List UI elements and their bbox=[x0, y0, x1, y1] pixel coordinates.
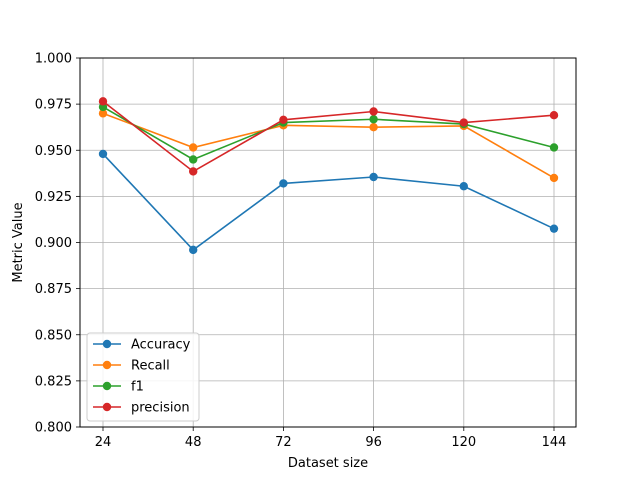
series-layer bbox=[98, 97, 559, 255]
x-axis-label: Dataset size bbox=[288, 456, 368, 471]
y-tick-label: 0.975 bbox=[35, 98, 72, 113]
y-tick-label: 0.825 bbox=[35, 374, 72, 389]
legend-marker-accuracy bbox=[102, 339, 112, 349]
y-axis-label: Metric Value bbox=[11, 202, 26, 282]
data-point-precision bbox=[189, 167, 198, 176]
legend: Accuracy Recall f1 precision bbox=[86, 332, 200, 422]
x-tick-label: 48 bbox=[185, 435, 202, 450]
legend-marker-f1 bbox=[102, 381, 112, 391]
legend-box bbox=[86, 332, 200, 422]
y-tick-label: 1.000 bbox=[35, 52, 72, 67]
data-point-accuracy bbox=[189, 245, 198, 255]
axis-ticks: 24 48 72 96 120 144 0.800 0.825 0.850 0.875 0.900 0… bbox=[35, 52, 567, 451]
x-tick-label: 72 bbox=[275, 435, 292, 450]
x-tick-label: 24 bbox=[95, 435, 112, 450]
legend-label-recall: Recall bbox=[131, 359, 170, 374]
legend-label-f1: f1 bbox=[131, 380, 144, 395]
legend-marker-recall bbox=[102, 360, 112, 370]
data-point-precision bbox=[369, 107, 378, 116]
data-point-recall bbox=[98, 109, 108, 118]
legend-label-accuracy: Accuracy bbox=[131, 338, 191, 353]
series-line-accuracy bbox=[102, 153, 555, 251]
data-point-f1 bbox=[369, 115, 378, 124]
legend-label-precision: precision bbox=[131, 401, 190, 416]
x-tick-label: 120 bbox=[451, 435, 476, 450]
data-point-recall bbox=[549, 173, 559, 183]
data-point-accuracy bbox=[98, 149, 108, 159]
x-tick-label: 96 bbox=[365, 435, 382, 450]
y-tick-label: 0.800 bbox=[35, 421, 72, 436]
data-point-accuracy bbox=[549, 224, 559, 233]
data-point-precision bbox=[459, 118, 468, 127]
series-line-recall bbox=[102, 112, 555, 179]
data-point-f1 bbox=[189, 155, 198, 164]
data-point-f1 bbox=[549, 143, 559, 152]
data-point-accuracy bbox=[279, 179, 288, 188]
series-line-f1 bbox=[102, 106, 555, 161]
y-tick-label: 0.925 bbox=[35, 190, 72, 205]
data-point-precision bbox=[98, 97, 108, 106]
x-tick-label: 144 bbox=[542, 435, 567, 450]
y-tick-label: 0.950 bbox=[35, 144, 72, 159]
series-line-precision bbox=[102, 100, 555, 173]
data-point-precision bbox=[549, 110, 559, 120]
data-point-accuracy bbox=[369, 172, 378, 182]
legend-marker-precision bbox=[102, 402, 112, 412]
data-point-precision bbox=[279, 115, 288, 125]
data-point-accuracy bbox=[459, 182, 468, 191]
y-tick-label: 0.850 bbox=[35, 328, 72, 343]
y-tick-label: 0.875 bbox=[35, 282, 72, 297]
data-point-recall bbox=[369, 122, 378, 132]
data-point-recall bbox=[189, 143, 198, 152]
y-tick-label: 0.900 bbox=[35, 236, 72, 251]
